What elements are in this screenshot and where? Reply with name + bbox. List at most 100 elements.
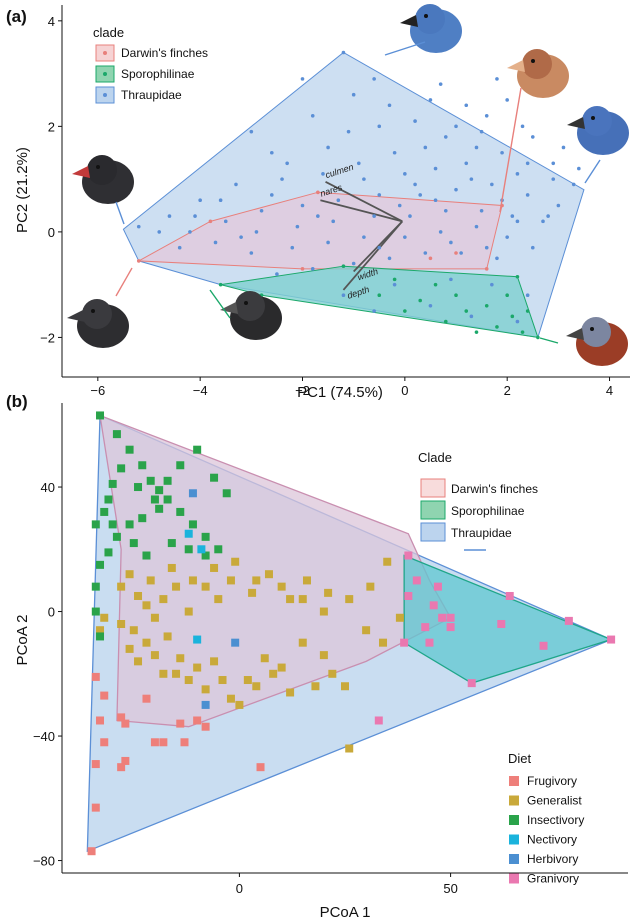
point-generalist bbox=[125, 570, 134, 579]
point-generalist bbox=[277, 663, 286, 672]
point-thraupidae bbox=[392, 150, 397, 155]
point-thraupidae bbox=[351, 261, 356, 266]
point-thraupidae bbox=[188, 230, 192, 234]
point-generalist bbox=[184, 607, 193, 616]
point-granivory bbox=[429, 601, 438, 610]
point-nectivory bbox=[197, 545, 206, 554]
point-thraupidae bbox=[525, 293, 530, 298]
point-nectivory bbox=[184, 529, 193, 538]
point-generalist bbox=[117, 582, 126, 591]
point-thraupidae bbox=[418, 193, 422, 197]
point-thraupidae bbox=[259, 208, 264, 213]
point-thraupidae bbox=[510, 214, 515, 218]
point-frugivory bbox=[159, 738, 168, 747]
point-insectivory bbox=[134, 483, 143, 492]
pointer-line-2 bbox=[499, 87, 522, 213]
point-thraupidae bbox=[515, 172, 520, 176]
point-generalist bbox=[345, 595, 354, 604]
point-generalist bbox=[328, 669, 337, 678]
point-generalist bbox=[248, 588, 257, 597]
point-thraupidae bbox=[454, 187, 458, 192]
bird-eye bbox=[91, 309, 95, 313]
point-thraupidae bbox=[443, 208, 448, 213]
point-sporophilinae bbox=[418, 298, 422, 303]
point-thraupidae bbox=[341, 50, 346, 55]
point-insectivory bbox=[146, 476, 155, 485]
point-thraupidae bbox=[249, 129, 254, 134]
point-thraupidae bbox=[443, 135, 448, 139]
point-insectivory bbox=[201, 551, 210, 560]
panel-a-legend: clade Darwin's finches Sporophilinae Thr… bbox=[93, 25, 208, 104]
pointer-line-6 bbox=[539, 337, 559, 344]
point-sporophilinae bbox=[505, 293, 509, 298]
y-tick-label-b: 0 bbox=[48, 605, 55, 620]
point-thraupidae bbox=[336, 198, 341, 203]
point-generalist bbox=[150, 651, 159, 660]
point-generalist bbox=[159, 595, 168, 604]
point-generalist bbox=[362, 626, 371, 635]
point-thraupidae bbox=[270, 193, 274, 197]
point-insectivory bbox=[96, 632, 105, 641]
point-generalist bbox=[345, 744, 354, 753]
legend-swatch-thraupidae-b bbox=[420, 522, 446, 542]
point-insectivory bbox=[210, 473, 219, 482]
point-thraupidae bbox=[479, 129, 484, 134]
point-sporophilinae bbox=[403, 309, 407, 313]
bird-eye bbox=[424, 14, 428, 18]
point-thraupidae bbox=[290, 245, 295, 250]
bird-blue-tanager-right-icon bbox=[567, 106, 629, 155]
y-tick-label: −2 bbox=[40, 330, 55, 345]
point-generalist bbox=[210, 563, 219, 572]
point-generalist bbox=[302, 576, 311, 585]
point-thraupidae bbox=[495, 77, 499, 81]
point-thraupidae bbox=[346, 129, 351, 134]
bird-head bbox=[582, 106, 612, 136]
point-insectivory bbox=[176, 461, 185, 470]
point-thraupidae bbox=[423, 145, 428, 150]
legend-label-sporophilinae-b: Sporophilinae bbox=[451, 504, 525, 518]
point-thraupidae bbox=[474, 224, 479, 229]
point-insectivory bbox=[138, 514, 147, 523]
point-generalist bbox=[277, 582, 286, 591]
point-thraupidae bbox=[270, 150, 274, 155]
point-sporophilinae bbox=[510, 314, 515, 319]
legend-label-thraupidae: Thraupidae bbox=[121, 88, 182, 102]
point-frugivory bbox=[176, 719, 185, 728]
bird-head bbox=[87, 155, 117, 185]
bird-eye bbox=[591, 116, 595, 120]
point-insectivory bbox=[142, 551, 151, 560]
x-tick-label: 0 bbox=[401, 383, 408, 398]
point-generalist bbox=[201, 582, 210, 591]
point-insectivory bbox=[176, 507, 185, 516]
point-generalist bbox=[298, 638, 307, 647]
panel-a-x-axis-label: PC1 (74.5%) bbox=[297, 384, 383, 401]
bird-beak bbox=[72, 166, 90, 178]
diet-label-herbivory: Herbivory bbox=[527, 852, 578, 866]
point-thraupidae bbox=[157, 230, 162, 234]
point-generalist bbox=[142, 638, 151, 647]
point-thraupidae bbox=[341, 293, 346, 298]
point-frugivory bbox=[87, 847, 96, 856]
point-thraupidae bbox=[464, 103, 469, 108]
bird-head bbox=[82, 299, 112, 329]
point-thraupidae bbox=[495, 256, 499, 261]
point-granivory bbox=[433, 582, 442, 591]
point-thraupidae bbox=[479, 208, 484, 213]
point-generalist bbox=[264, 570, 273, 579]
point-thraupidae bbox=[428, 303, 433, 308]
point-generalist bbox=[286, 688, 295, 697]
point-thraupidae bbox=[310, 267, 315, 271]
point-thraupidae bbox=[403, 172, 407, 176]
point-thraupidae bbox=[167, 214, 172, 218]
point-generalist bbox=[172, 582, 181, 591]
point-thraupidae bbox=[198, 198, 202, 203]
point-insectivory bbox=[129, 539, 138, 548]
point-sporophilinae bbox=[484, 303, 489, 308]
point-thraupidae bbox=[484, 114, 489, 118]
point-thraupidae bbox=[413, 119, 417, 123]
vector-culmen bbox=[325, 180, 403, 223]
point-thraupidae bbox=[295, 224, 300, 229]
bird-rust-breasted-bird-icon bbox=[566, 317, 628, 366]
point-thraupidae bbox=[505, 235, 509, 239]
